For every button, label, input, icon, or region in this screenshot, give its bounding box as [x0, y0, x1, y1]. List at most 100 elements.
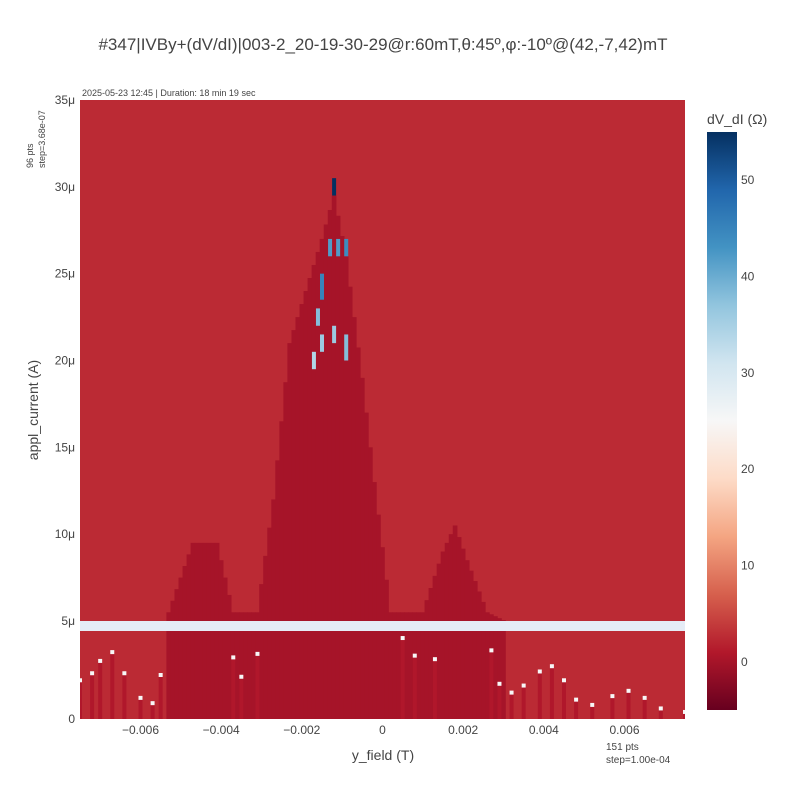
superconducting-column: [263, 631, 268, 719]
superconducting-column: [331, 631, 337, 719]
branch-point: [239, 674, 244, 679]
superconducting-column: [319, 631, 325, 719]
colorbar-tick-label: 10: [741, 559, 755, 573]
superconducting-column: [283, 631, 289, 719]
superconducting-column: [259, 584, 264, 621]
superconducting-column: [420, 612, 426, 621]
panel-gap: [80, 621, 685, 631]
superconducting-column: [218, 631, 224, 719]
branch-point: [497, 681, 502, 686]
superconducting-column: [456, 631, 462, 719]
superconducting-column: [372, 631, 377, 719]
superconducting-column: [218, 560, 224, 621]
superconducting-column: [460, 548, 466, 621]
superconducting-column: [376, 631, 381, 719]
x-tick-label: 0.002: [448, 723, 478, 737]
superconducting-column: [388, 631, 393, 719]
superconducting-column: [226, 594, 232, 621]
superconducting-column: [303, 631, 309, 719]
superconducting-column: [472, 631, 478, 719]
branch-column: [590, 704, 595, 719]
branch-point: [590, 702, 595, 707]
superconducting-column: [178, 577, 184, 621]
colorbar-tick-label: 30: [741, 366, 755, 380]
superconducting-column: [174, 631, 180, 719]
superconducting-column: [335, 215, 341, 621]
superconducting-column: [243, 612, 248, 621]
superconducting-column: [489, 614, 494, 621]
superconducting-column: [243, 631, 248, 719]
superconducting-column: [501, 631, 506, 719]
superconducting-column: [380, 631, 385, 719]
superconducting-column: [166, 631, 172, 719]
top-background: [80, 100, 685, 621]
y-tick-label: 0: [68, 712, 75, 726]
superconducting-column: [182, 631, 188, 719]
superconducting-column: [311, 631, 317, 719]
superconducting-column: [456, 537, 462, 621]
superconducting-column: [239, 612, 244, 621]
superconducting-column: [396, 631, 401, 719]
superconducting-column: [283, 382, 289, 621]
branch-column: [110, 652, 115, 719]
colorbar-ticks: 0 10 20 30 40 50: [741, 173, 755, 669]
x-tick-label: 0.004: [529, 723, 559, 737]
superconducting-column: [279, 421, 284, 621]
colorbar-title: dV_dI (Ω): [707, 111, 767, 127]
superconducting-column: [440, 631, 446, 719]
superconducting-column: [275, 631, 280, 719]
colorbar-tick-label: 20: [741, 462, 755, 476]
superconducting-column: [202, 631, 208, 719]
superconducting-column: [311, 264, 317, 621]
superconducting-column: [251, 631, 256, 719]
superconducting-column: [234, 612, 240, 621]
superconducting-column: [404, 631, 410, 719]
superconducting-column: [170, 631, 176, 719]
superconducting-column: [210, 631, 216, 719]
superconducting-column: [331, 195, 337, 621]
superconducting-column: [400, 612, 405, 621]
y-tick-label: 25μ: [55, 267, 75, 281]
superconducting-column: [432, 575, 438, 621]
x-tick-label: −0.004: [203, 723, 240, 737]
superconducting-column: [279, 631, 284, 719]
x-tick-label: −0.002: [283, 723, 320, 737]
superconducting-column: [327, 209, 333, 621]
superconducting-column: [444, 542, 450, 621]
branch-point: [509, 690, 514, 695]
branch-point: [80, 678, 82, 683]
branch-point: [412, 653, 417, 658]
superconducting-column: [174, 589, 180, 621]
superconducting-column: [190, 542, 196, 621]
superconducting-column: [380, 547, 385, 621]
branch-point: [626, 688, 631, 693]
bottom-panel: [80, 631, 685, 719]
branch-point: [432, 657, 437, 662]
superconducting-column: [444, 631, 450, 719]
superconducting-column: [464, 631, 470, 719]
y-step-note: step=3.68e-07: [37, 110, 47, 168]
superconducting-column: [198, 631, 204, 719]
superconducting-column: [355, 631, 361, 719]
superconducting-column: [230, 612, 236, 621]
branch-point: [158, 673, 163, 677]
y-tick-label: 35μ: [55, 93, 75, 107]
branch-column: [231, 657, 236, 719]
y-tick-label: 20μ: [55, 354, 75, 368]
superconducting-column: [388, 612, 393, 621]
superconducting-column: [267, 527, 272, 621]
branch-column: [90, 673, 95, 719]
branch-column: [549, 666, 554, 719]
superconducting-column: [436, 563, 442, 621]
superconducting-column: [206, 542, 212, 621]
branch-column: [537, 671, 542, 719]
superconducting-column: [384, 631, 389, 719]
branch-column: [562, 680, 566, 719]
y-tick-label: 30μ: [55, 180, 75, 194]
superconducting-column: [339, 236, 345, 621]
superconducting-column: [295, 317, 301, 621]
superconducting-column: [364, 412, 369, 621]
superconducting-column: [178, 631, 184, 719]
branch-point: [255, 651, 260, 656]
